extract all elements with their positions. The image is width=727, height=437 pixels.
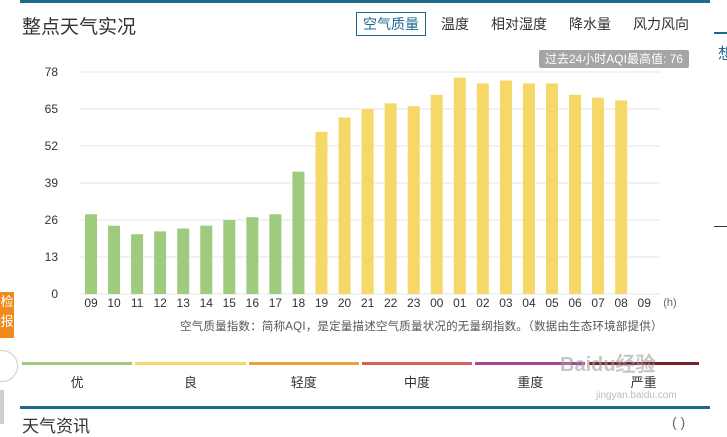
legend-label: 严重 [630, 375, 657, 390]
aqi-bar [85, 214, 97, 294]
tab-precipitation[interactable]: 降水量 [569, 16, 611, 32]
tab-wind[interactable]: 风力风向 [633, 16, 689, 32]
aqi-bar [407, 106, 420, 295]
x-tick-label: 01 [453, 296, 467, 310]
aqi-legend: 优 良 轻度 中度 重度 严重 [22, 362, 702, 392]
tab-temperature[interactable]: 温度 [441, 16, 469, 32]
x-tick-label: 12 [153, 296, 167, 310]
watermark-url: jingyan.baidu.com [596, 390, 677, 401]
legend-color-bar [475, 362, 586, 365]
y-tick-label: 39 [45, 176, 59, 190]
aqi-bar [269, 214, 282, 294]
x-tick-label: 22 [384, 296, 398, 310]
legend-color-bar [588, 362, 699, 365]
x-unit-label: (h) [663, 297, 676, 309]
aqi-bar [338, 117, 351, 295]
x-tick-label: 04 [522, 296, 536, 310]
aqi-bar [177, 228, 190, 294]
aqi-bar [453, 77, 466, 294]
legend-label: 优 [70, 375, 84, 390]
right-panel-edge: 想 [712, 0, 727, 424]
aqi-bar [154, 231, 167, 294]
x-tick-label: 19 [315, 296, 329, 310]
aqi-bar [384, 103, 397, 294]
top-divider [20, 0, 710, 3]
aqi-bar [522, 83, 535, 294]
right-panel-rule [714, 32, 727, 34]
aqi-bar [615, 100, 628, 294]
aqi-bar [499, 80, 512, 295]
x-tick-label: 16 [246, 296, 260, 310]
right-panel-rule-2 [714, 226, 727, 227]
legend-label: 轻度 [290, 375, 317, 390]
left-edge-bar [0, 390, 4, 424]
collapse-icon[interactable]: ( ) [672, 414, 686, 430]
x-tick-label: 08 [614, 296, 628, 310]
aqi-bar [108, 225, 121, 294]
aqi-bar [200, 225, 213, 294]
x-tick-label: 14 [200, 296, 214, 310]
aqi-note: 空气质量指数：简称AQI，是定量描述空气质量状况的无量纲指数。（数据由生态环境部… [180, 321, 663, 333]
x-tick-label: 07 [591, 296, 605, 310]
legend-color-bar [135, 362, 246, 365]
watermark-logo: Baidu经验 [560, 354, 656, 376]
page-title: 整点天气实况 [22, 17, 137, 38]
x-tick-label: 17 [269, 296, 283, 310]
legend-label: 中度 [404, 375, 431, 390]
feedback-tab[interactable]: 检报 [0, 292, 14, 338]
x-tick-label: 15 [223, 296, 237, 310]
x-tick-label: 09 [638, 296, 652, 310]
aqi-bar [131, 234, 144, 294]
x-tick-label: 09 [84, 296, 98, 310]
legend-color-bar [248, 362, 359, 365]
y-tick-label: 65 [45, 102, 59, 116]
y-tick-label: 78 [45, 65, 59, 79]
metric-tabs: 空气质量 温度 相对湿度 降水量 风力风向 [356, 12, 704, 36]
bottom-divider [20, 406, 710, 409]
x-tick-label: 00 [430, 296, 444, 310]
legend-label: 良 [183, 375, 197, 390]
aqi-bar [592, 97, 605, 294]
y-tick-label: 0 [51, 287, 58, 301]
x-tick-label: 10 [107, 296, 121, 310]
x-tick-label: 02 [476, 296, 490, 310]
tab-air-quality[interactable]: 空气质量 [356, 12, 426, 36]
x-tick-label: 06 [568, 296, 582, 310]
x-tick-label: 05 [545, 296, 559, 310]
aqi-bar [430, 94, 443, 295]
x-tick-label: 03 [499, 296, 513, 310]
aqi-bar [546, 83, 558, 294]
aqi-bar [292, 171, 305, 294]
aqi-bar [476, 83, 489, 294]
aqi-bar [223, 220, 236, 294]
aqi-max-badge: 过去24小时AQI最高值: 76 [538, 50, 689, 68]
tab-humidity[interactable]: 相对湿度 [491, 16, 547, 32]
y-tick-label: 26 [45, 213, 59, 227]
news-section-title: 天气资讯 [22, 417, 90, 436]
y-tick-label: 52 [45, 139, 59, 153]
x-tick-label: 11 [131, 296, 144, 310]
x-tick-label: 21 [361, 296, 375, 310]
aqi-bar [246, 217, 259, 294]
x-tick-label: 18 [292, 296, 306, 310]
right-panel-glyph: 想 [718, 46, 727, 63]
legend-color-bar [22, 362, 133, 365]
aqi-bar [315, 131, 328, 294]
x-tick-label: 23 [407, 296, 421, 310]
x-tick-label: 20 [338, 296, 352, 310]
y-tick-label: 13 [45, 250, 59, 264]
x-tick-label: 13 [177, 296, 191, 310]
aqi-bar [361, 109, 374, 294]
aqi-bar-chart: 0 13 26 39 52 65 78 09 10 11 12 13 14 15 16 17 18 19 20 21 2… [45, 65, 677, 310]
legend-label: 重度 [517, 375, 544, 390]
aqi-bar [569, 94, 582, 295]
legend-color-bar [361, 362, 473, 365]
